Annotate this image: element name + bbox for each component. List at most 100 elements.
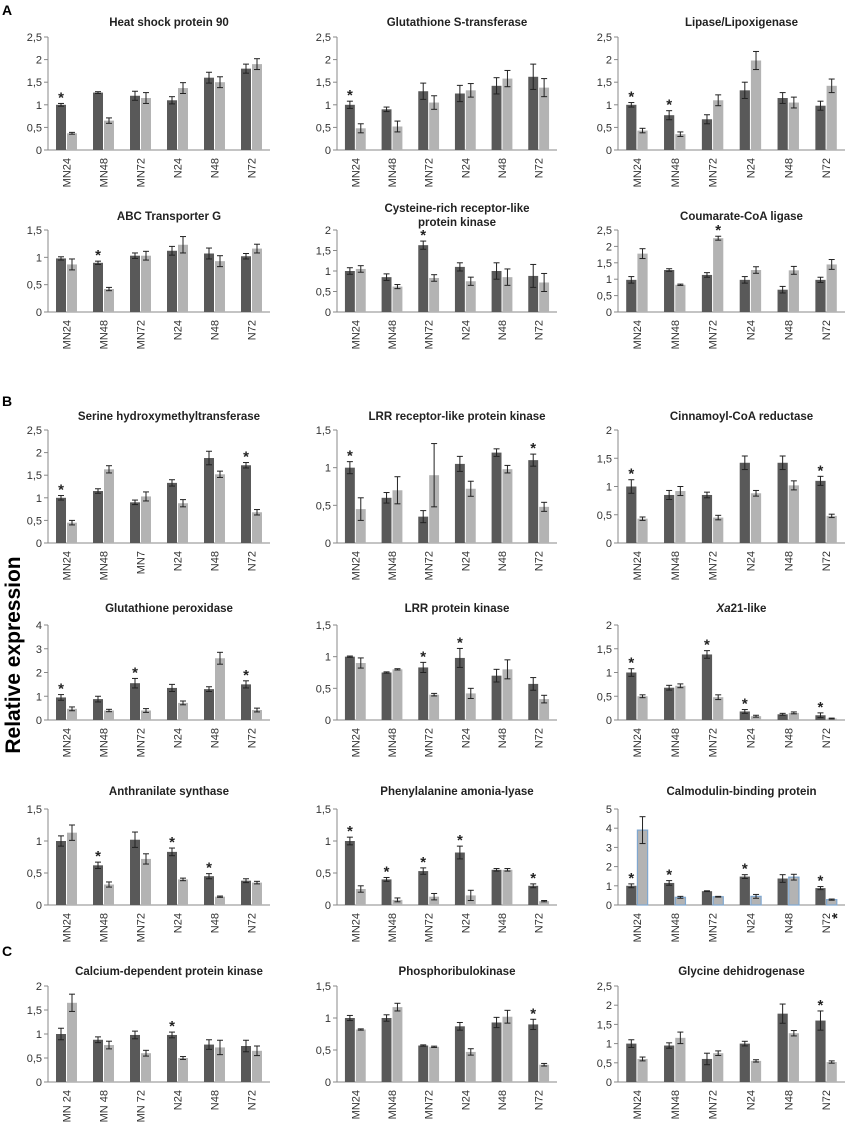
y-tick-label: 1 [325, 836, 331, 848]
significance-star: * [457, 832, 463, 849]
bar [418, 245, 429, 312]
x-tick-label: N48 [783, 551, 795, 571]
bar [788, 102, 799, 150]
bar [637, 518, 648, 543]
y-tick-label: 0,5 [316, 868, 331, 880]
bar [252, 882, 262, 905]
bar [130, 255, 140, 312]
chart-panel: Calcium-dependent protein kinase 0 0,5 1 1,5… [27, 966, 270, 1122]
x-tick-label: N24 [745, 158, 757, 178]
x-tick-label: N72 [247, 320, 259, 340]
x-tick-label: MN72 [708, 551, 720, 580]
y-tick-label: 0 [36, 145, 42, 157]
significance-star: * [169, 1018, 175, 1035]
y-tick-label: 2,5 [597, 981, 612, 993]
bar [252, 710, 262, 720]
section-label-b: B [2, 393, 12, 409]
significance-star: * [628, 466, 634, 483]
y-tick-label: 2 [606, 55, 612, 67]
x-tick-label: N72 [821, 913, 833, 933]
bar [241, 465, 251, 543]
bar [826, 1062, 837, 1082]
bar [454, 657, 465, 720]
significance-star: * [243, 667, 249, 684]
bar [392, 490, 403, 543]
y-tick-label: 0,5 [316, 287, 331, 299]
y-tick-label: 1 [36, 252, 42, 264]
x-tick-label: MN48 [670, 320, 682, 349]
bar [56, 697, 66, 720]
bar [167, 482, 177, 543]
x-tick-label: MN48 [99, 551, 111, 580]
y-tick-label: 0,5 [316, 122, 331, 134]
x-tick-label: N48 [210, 320, 222, 340]
bar [637, 696, 648, 720]
x-tick-label: MN72 [708, 913, 720, 942]
x-tick-label: MN72 [708, 320, 720, 349]
bar [392, 899, 403, 905]
x-tick-label: MN24 [632, 320, 644, 349]
x-tick-label: N72 [534, 320, 546, 340]
chart-title: Glutathione S-transferase [387, 17, 528, 29]
y-tick-label: 0 [606, 145, 612, 157]
significance-star: * [206, 860, 212, 877]
bar [215, 474, 225, 543]
y-tick-label: 2 [36, 448, 42, 460]
bar [381, 109, 392, 150]
y-tick-label: 0 [606, 900, 612, 912]
bar [67, 708, 77, 720]
bar [626, 1043, 637, 1082]
y-tick-label: 1,5 [27, 470, 42, 482]
bar [454, 852, 465, 905]
bar [675, 685, 686, 720]
chart-title: Cinnamoyl-CoA reductase [670, 411, 813, 423]
bar [104, 1045, 114, 1082]
bar [418, 91, 429, 150]
bar [141, 858, 151, 905]
bar [178, 503, 188, 543]
bar [141, 255, 151, 312]
bar [528, 275, 539, 312]
bar [56, 258, 66, 312]
bar [204, 77, 214, 150]
x-tick-label: N24 [173, 551, 185, 571]
bar [465, 1051, 476, 1082]
bar [491, 869, 502, 905]
x-tick-label: N48 [210, 158, 222, 178]
bar [178, 702, 188, 720]
y-tick-label: 1,5 [27, 77, 42, 89]
y-tick-label: 2 [606, 425, 612, 437]
x-tick-label: MN24 [632, 913, 644, 942]
bar [815, 480, 826, 543]
x-tick-label: MN24 [350, 158, 362, 187]
x-tick-label: N48 [497, 320, 509, 340]
y-tick-label: 2 [325, 55, 331, 67]
bar [750, 270, 762, 312]
y-tick-label: 1 [606, 881, 612, 893]
bar [491, 1022, 502, 1082]
chart-title: Coumarate-CoA ligase [680, 211, 803, 223]
x-tick-label: N48 [783, 158, 795, 178]
y-tick-label: 5 [606, 804, 612, 816]
bar [528, 460, 539, 543]
x-tick-label: MN7 [136, 551, 148, 574]
bar [539, 699, 550, 720]
bar [381, 1018, 392, 1082]
y-tick-label: 1 [36, 100, 42, 112]
bar [491, 85, 502, 150]
bar [93, 491, 103, 543]
x-tick-label: MN72 [136, 913, 148, 942]
bar [56, 104, 66, 150]
significance-star: * [742, 696, 748, 713]
bar [392, 1007, 403, 1082]
bar [826, 264, 837, 312]
y-tick-label: 1,5 [316, 77, 331, 89]
x-tick-label: N48 [497, 728, 509, 748]
x-tick-label: MN24 [62, 320, 74, 349]
y-tick-label: 2 [325, 225, 331, 237]
bar [454, 1026, 465, 1082]
bar [739, 90, 750, 150]
y-tick-label: 2,5 [27, 32, 42, 44]
y-tick-label: 0,5 [597, 510, 612, 522]
x-tick-label: N24 [745, 1090, 757, 1110]
